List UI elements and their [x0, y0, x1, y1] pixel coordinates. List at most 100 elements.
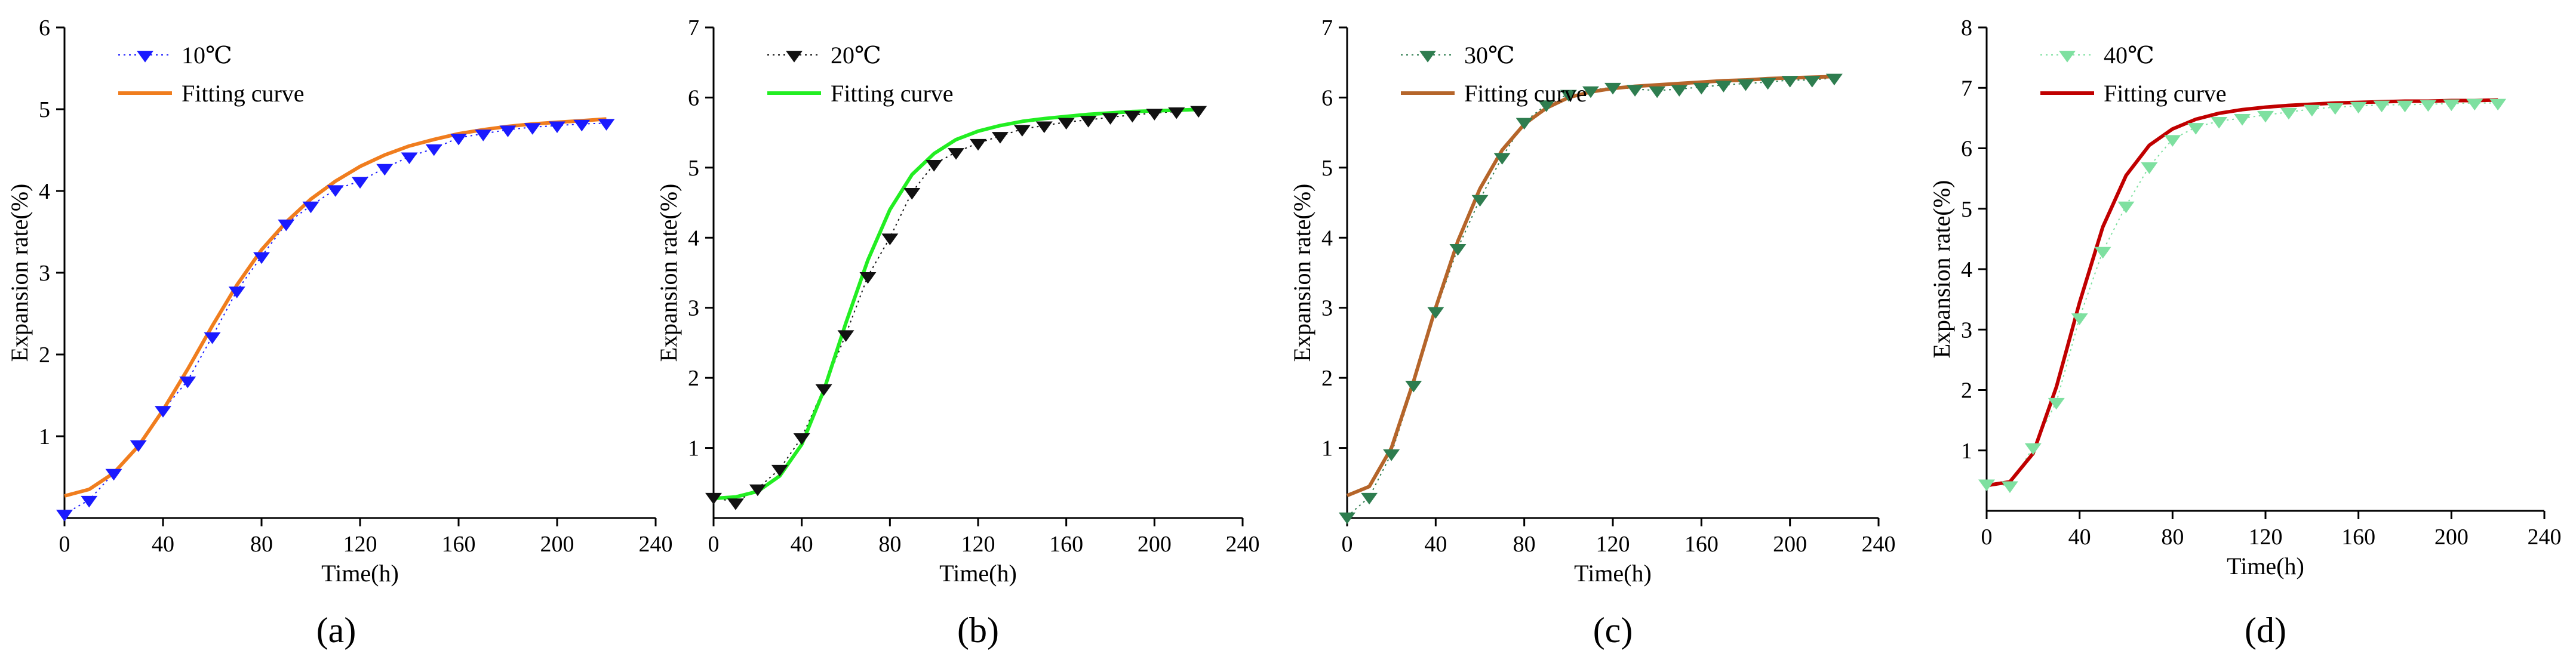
- data-point: [1405, 380, 1422, 393]
- y-tick-label: 5: [39, 97, 50, 122]
- y-tick-label: 4: [39, 179, 50, 204]
- x-tick-label: 0: [1981, 525, 1993, 550]
- data-point: [130, 440, 147, 452]
- data-point: [1168, 107, 1185, 119]
- y-tick-label: 7: [1321, 16, 1333, 41]
- data-point: [837, 330, 854, 342]
- data-point: [524, 123, 541, 135]
- data-point: [327, 185, 344, 197]
- axis-frame: [1346, 27, 1879, 519]
- legend-label: 30℃: [1464, 42, 1515, 69]
- data-point: [1190, 106, 1207, 118]
- fitting-curve-line: [713, 107, 1199, 501]
- data-point: [179, 376, 196, 389]
- y-tick-label: 5: [1321, 156, 1333, 181]
- y-tick-label: 4: [1961, 257, 1972, 282]
- data-point: [2303, 104, 2320, 117]
- data-point: [499, 125, 517, 137]
- data-point: [1604, 82, 1621, 95]
- data-point: [727, 498, 744, 510]
- y-tick-label: 4: [688, 226, 699, 251]
- data-point: [1978, 479, 1995, 492]
- data-point: [1803, 76, 1821, 88]
- legend-label: Fitting curve: [1464, 80, 1587, 107]
- data-point: [2280, 107, 2297, 120]
- data-point: [155, 406, 171, 418]
- panel-label: (b): [957, 611, 999, 650]
- y-tick-label: 1: [1961, 439, 1972, 464]
- plot-area: 0 40 80 120 160 200 240 1 2 3 4 5 6 Time(h) Expansion …: [6, 16, 673, 587]
- marker-connector: [1986, 102, 2498, 486]
- x-tick-label: 200: [2434, 525, 2469, 550]
- y-axis-label: Expansion rate(%): [1289, 184, 1315, 362]
- chart-panel-d: 0 40 80 120 160 200 240 1 2 3 4 5 6 7 8 Time(h) Expansio…: [1928, 16, 2562, 650]
- data-point: [573, 119, 591, 132]
- y-tick-label: 1: [39, 424, 50, 449]
- axis-frame: [712, 27, 1243, 519]
- data-point: [2489, 98, 2507, 111]
- x-tick-label: 160: [2341, 525, 2375, 550]
- data-point: [2257, 110, 2274, 123]
- data-point: [948, 148, 965, 160]
- x-tick-label: 200: [1773, 532, 1807, 557]
- data-point: [1427, 307, 1444, 319]
- data-point: [2350, 101, 2367, 114]
- data-point: [1516, 118, 1533, 130]
- data-point: [1649, 86, 1666, 98]
- y-tick-label: 2: [688, 366, 699, 391]
- data-point: [1493, 153, 1511, 165]
- panel-label: (c): [1593, 611, 1633, 650]
- data-point: [1538, 100, 1555, 112]
- y-tick-label: 3: [39, 261, 50, 286]
- y-tick-label: 4: [1321, 226, 1333, 251]
- data-point: [1471, 195, 1489, 207]
- marker-connector: [713, 109, 1199, 504]
- data-point: [1693, 82, 1710, 95]
- axis-frame: [63, 27, 656, 519]
- data-point: [1781, 76, 1799, 88]
- data-point: [2141, 162, 2158, 174]
- data-point: [1560, 90, 1577, 102]
- x-tick-label: 80: [878, 532, 901, 557]
- x-tick-label: 120: [961, 532, 995, 557]
- data-point: [425, 144, 442, 156]
- y-axis-label: Expansion rate(%): [655, 184, 682, 362]
- data-point: [1361, 492, 1378, 505]
- x-tick-label: 120: [2249, 525, 2283, 550]
- data-point: [1671, 85, 1688, 97]
- data-point: [2420, 100, 2437, 112]
- y-tick-label: 1: [1321, 436, 1333, 461]
- data-point: [352, 177, 368, 189]
- legend: 30℃ Fitting curve: [1401, 42, 1587, 107]
- y-tick-label: 6: [1961, 137, 1972, 162]
- data-point: [793, 433, 810, 445]
- legend-marker: [786, 51, 803, 63]
- x-tick-label: 40: [2068, 525, 2091, 550]
- x-tick-label: 160: [1684, 532, 1719, 557]
- data-point: [2234, 113, 2251, 126]
- x-tick-label: 160: [1049, 532, 1083, 557]
- data-point: [859, 272, 877, 284]
- y-axis-label: Expansion rate(%): [1928, 180, 1955, 359]
- data-point: [278, 219, 295, 232]
- data-point: [376, 164, 394, 176]
- fitting-curve-line: [64, 117, 607, 498]
- data-point: [253, 252, 270, 264]
- data-point: [1013, 125, 1031, 137]
- x-tick-label: 40: [152, 532, 174, 557]
- legend-marker: [137, 51, 153, 63]
- data-point: [881, 233, 899, 245]
- x-tick-label: 0: [1342, 532, 1353, 557]
- legend-label: Fitting curve: [2104, 80, 2227, 107]
- data-point: [991, 132, 1009, 144]
- data-point: [81, 495, 98, 508]
- y-tick-label: 6: [688, 85, 699, 110]
- data-point: [2466, 98, 2483, 111]
- x-tick-label: 240: [639, 532, 673, 557]
- x-tick-label: 240: [2528, 525, 2562, 550]
- data-point: [401, 152, 418, 165]
- data-point: [1124, 110, 1141, 123]
- y-tick-label: 7: [688, 16, 699, 41]
- data-point: [1759, 78, 1776, 90]
- data-point: [2396, 100, 2414, 113]
